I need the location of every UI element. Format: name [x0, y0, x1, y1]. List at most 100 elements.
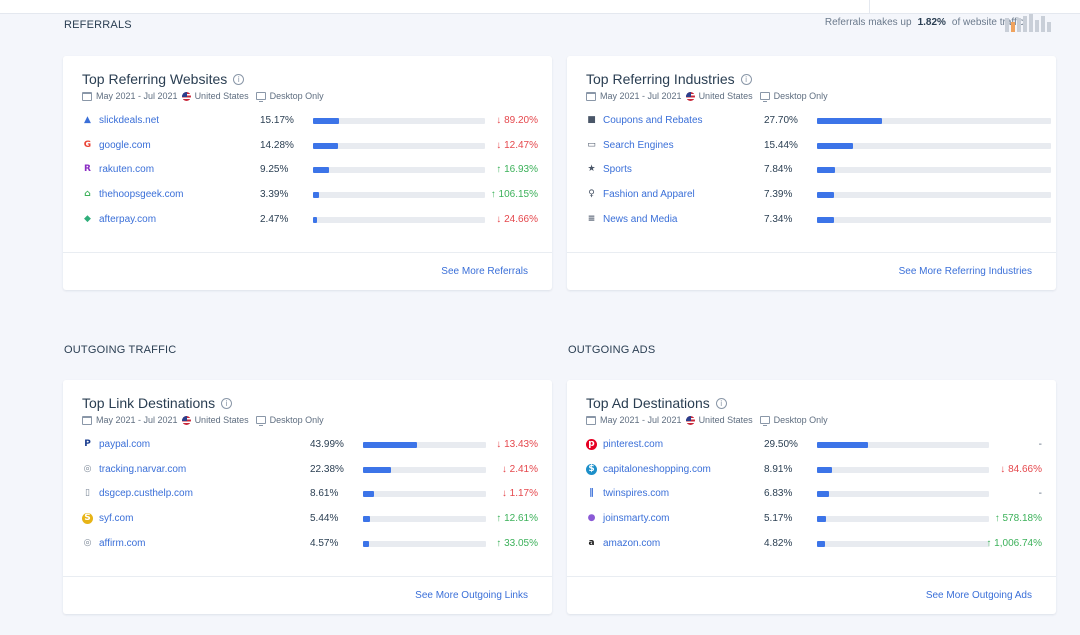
share-bar [363, 540, 486, 547]
share-bar-fill [313, 216, 318, 223]
row-link[interactable]: pinterest.com [603, 439, 664, 450]
share-suffix: of website traffic [951, 17, 1024, 28]
change-indicator: ↓ 24.66% [496, 214, 538, 225]
arrow-down-icon: ↓ [501, 488, 510, 500]
change-value: 12.61% [504, 513, 538, 525]
row-link[interactable]: amazon.com [603, 537, 661, 549]
info-icon[interactable]: i [221, 397, 233, 409]
row-link[interactable]: News and Media [603, 213, 678, 225]
card-meta: May 2021 - Jul 2021 United States Desktop … [82, 91, 324, 102]
arrow-down-icon: ↓ [496, 115, 505, 126]
newspaper-icon: ≡ [587, 213, 596, 224]
row-link[interactable]: capitaloneshopping.com [603, 463, 711, 475]
share-percent: 8.61% [310, 488, 339, 500]
share-bar-fill [363, 442, 418, 448]
share-percent: 2.47% [260, 213, 289, 225]
list-item: ● joinsmarty.com 5.17% ↑ 578.18% [586, 511, 1042, 527]
change-indicator: ↓ 12.47% [496, 140, 538, 151]
share-percent: 8.91% [764, 463, 793, 475]
share-bar [817, 516, 989, 523]
cart-icon: ■ [587, 115, 596, 125]
row-link[interactable]: thehoopsgeek.com [99, 189, 184, 201]
share-bar-fill [313, 167, 329, 174]
share-percent: 15.44% [764, 139, 798, 151]
row-link[interactable]: Coupons and Rebates [603, 115, 703, 126]
header-divider [869, 0, 870, 14]
laptop-icon: ▭ [587, 139, 596, 150]
card-title-text: Top Link Destinations [82, 395, 216, 411]
change-value: 2.41% [509, 463, 538, 475]
card-meta: May 2021 - Jul 2021 United States Desktop … [586, 415, 828, 426]
share-bar [817, 118, 1051, 124]
share-value: 1.82% [917, 17, 946, 28]
see-more-outgoing-links-link[interactable]: See More Outgoing Links [415, 590, 528, 601]
list-item: $ capitaloneshopping.com 8.91% ↓ 84.66% [586, 462, 1042, 478]
row-link[interactable]: joinsmarty.com [603, 513, 670, 525]
list-item: ♀ Fashion and Apparel 7.39% [586, 187, 1051, 203]
change-value: 84.66% [1008, 463, 1042, 475]
change-indicator: - [1039, 439, 1042, 450]
arrow-up-icon: ↑ [496, 164, 505, 176]
us-flag-icon [181, 91, 191, 101]
date-range: May 2021 - Jul 2021 [96, 91, 178, 101]
row-link[interactable]: rakuten.com [99, 164, 155, 176]
card-divider [567, 576, 1056, 577]
row-link[interactable]: syf.com [99, 513, 134, 525]
row-link[interactable]: dsgcep.custhelp.com [99, 488, 193, 500]
row-link[interactable]: twinspires.com [603, 488, 670, 500]
row-link[interactable]: slickdeals.net [99, 115, 160, 126]
row-link[interactable]: Fashion and Apparel [603, 189, 695, 201]
card-title: Top Link Destinations i [82, 395, 233, 411]
desktop-icon [255, 416, 266, 426]
share-percent: 9.25% [260, 164, 289, 176]
change-value: 89.20% [504, 115, 538, 126]
section-title-referrals: REFERRALS [64, 19, 132, 31]
change-indicator: ↓ 2.41% [502, 464, 538, 475]
card-divider [63, 252, 552, 253]
change-value: 33.05% [504, 537, 538, 549]
country-label: United States [194, 91, 249, 101]
list-item: ■ Coupons and Rebates 27.70% [586, 113, 1051, 129]
row-link[interactable]: Sports [603, 164, 632, 176]
change-value: 1.17% [509, 488, 538, 500]
change-indicator: ↓ 89.20% [496, 115, 538, 126]
row-link[interactable]: affirm.com [99, 537, 146, 549]
card-top-referring-industries: Top Referring Industries i May 2021 - Jul… [567, 56, 1056, 290]
change-indicator: ↑ 16.93% [496, 164, 538, 175]
date-range: May 2021 - Jul 2021 [96, 415, 178, 425]
see-more-referrals-link[interactable]: See More Referrals [441, 266, 528, 277]
row-link[interactable]: paypal.com [99, 439, 151, 450]
list-item: ⌂ thehoopsgeek.com 3.39% ↑ 106.15% [82, 187, 538, 203]
trophy-icon: ★ [587, 164, 596, 175]
share-percent: 7.34% [764, 213, 793, 225]
share-bar-fill [817, 491, 829, 498]
mini-bar [1047, 22, 1051, 32]
arrow-up-icon: ↑ [994, 513, 1003, 525]
twinspires-icon: ∥ [589, 488, 594, 499]
row-link[interactable]: Search Engines [603, 139, 674, 151]
info-icon[interactable]: i [233, 73, 245, 85]
row-link[interactable]: google.com [99, 139, 151, 151]
share-bar [817, 466, 989, 473]
share-percent: 15.17% [260, 115, 294, 126]
see-more-referring-industries-link[interactable]: See More Referring Industries [898, 266, 1032, 277]
info-icon[interactable]: i [740, 73, 752, 85]
card-top-referring-websites: Top Referring Websites i May 2021 - Jul 2… [63, 56, 552, 290]
share-bar [817, 216, 1051, 223]
row-link[interactable]: afterpay.com [99, 213, 157, 225]
section-title-outgoing-traffic: OUTGOING TRAFFIC [64, 344, 177, 356]
card-title: Top Referring Industries i [586, 71, 752, 87]
see-more-outgoing-ads-link[interactable]: See More Outgoing Ads [925, 590, 1032, 601]
info-icon[interactable]: i [715, 397, 727, 409]
share-bar-fill [817, 192, 835, 199]
card-title: Top Ad Destinations i [586, 395, 727, 411]
list-item: p pinterest.com 29.50% - [586, 437, 1042, 453]
share-percent: 4.57% [310, 537, 339, 549]
row-link[interactable]: tracking.narvar.com [99, 463, 187, 475]
card-top-link-destinations: Top Link Destinations i May 2021 - Jul 20… [63, 380, 552, 614]
traffic-share-mini-chart [1005, 14, 1055, 32]
section-title-outgoing-ads: OUTGOING ADS [568, 344, 656, 356]
device-label: Desktop Only [773, 91, 828, 101]
share-bar-fill [817, 442, 868, 448]
